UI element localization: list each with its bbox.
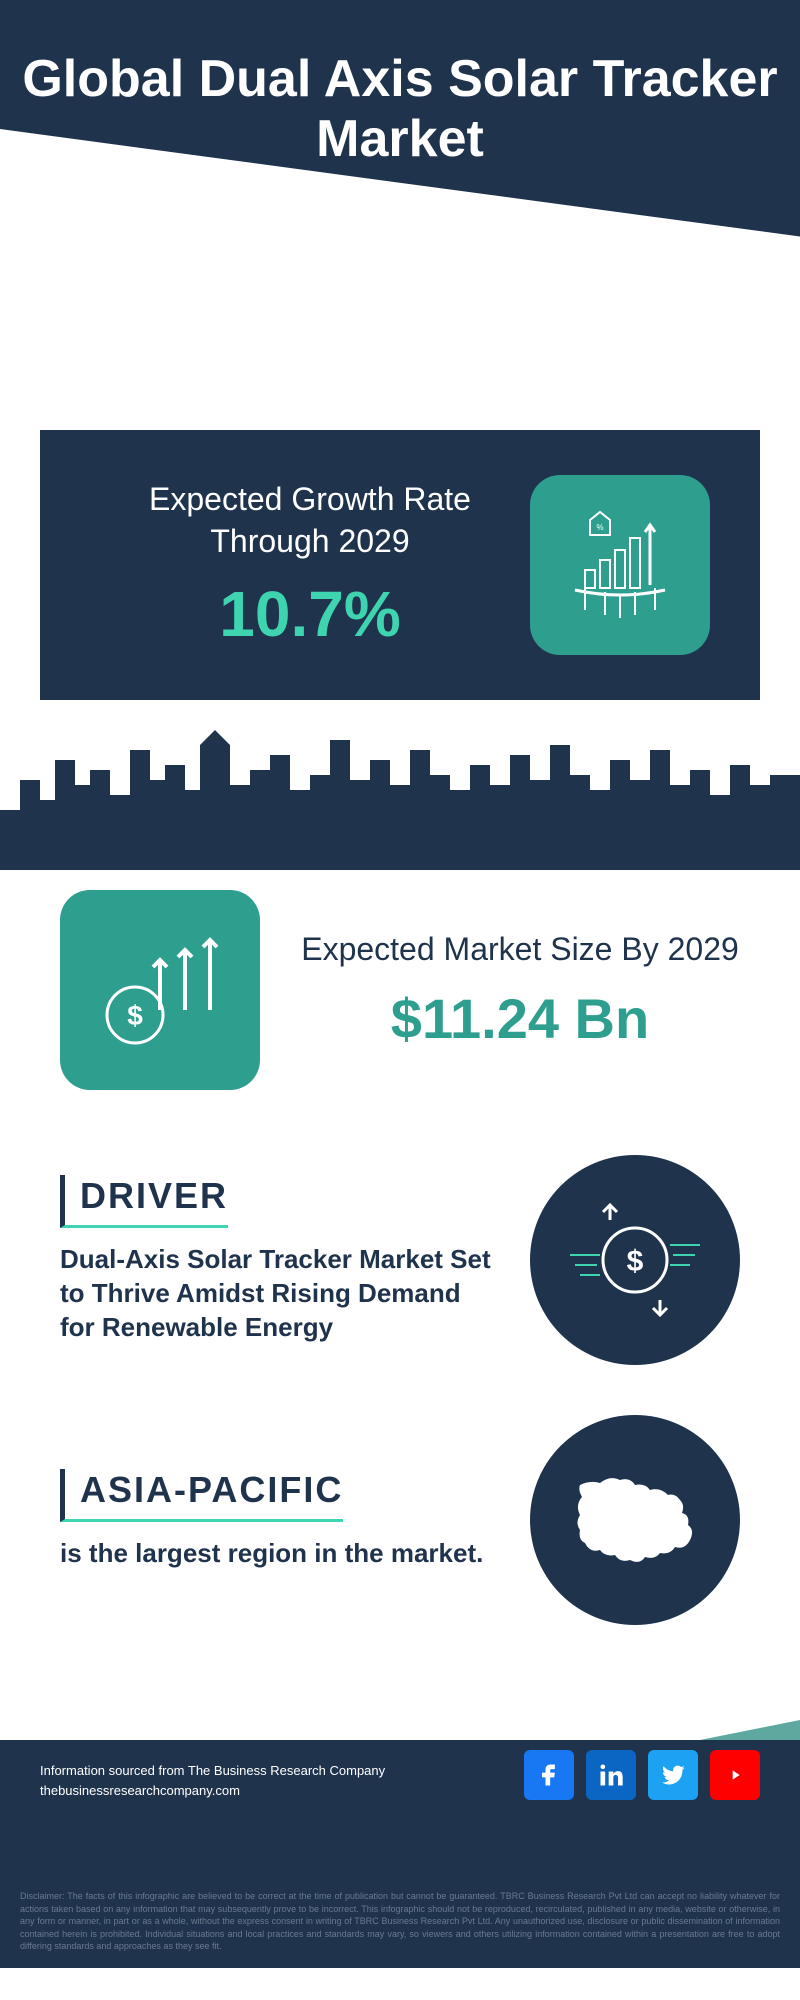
region-section: ASIA-PACIFIC is the largest region in th…	[0, 1390, 800, 1650]
social-icons-row	[524, 1750, 760, 1800]
twitter-icon[interactable]	[648, 1750, 698, 1800]
svg-text:%: %	[596, 523, 603, 532]
facebook-icon[interactable]	[524, 1750, 574, 1800]
linkedin-icon[interactable]	[586, 1750, 636, 1800]
page-title: Global Dual Axis Solar Tracker Market	[0, 50, 800, 170]
market-growth-icon: $	[60, 890, 260, 1090]
growth-chart-icon: %	[530, 475, 710, 655]
driver-heading: DRIVER	[60, 1175, 228, 1228]
header-section: Global Dual Axis Solar Tracker Market	[0, 0, 800, 430]
growth-label: Expected Growth Rate Through 2029	[90, 479, 530, 562]
driver-text-block: DRIVER Dual-Axis Solar Tracker Market Se…	[60, 1175, 500, 1344]
youtube-icon[interactable]	[710, 1750, 760, 1800]
infographic-container: Global Dual Axis Solar Tracker Market Ex…	[0, 0, 800, 1968]
footer-source-line2: thebusinessresearchcompany.com	[40, 1781, 385, 1801]
market-size-card: $ Expected Market Size By 2029 $11.24 Bn	[0, 870, 800, 1130]
globe-icon	[530, 1415, 740, 1625]
market-text-block: Expected Market Size By 2029 $11.24 Bn	[300, 929, 740, 1051]
driver-dollar-icon: $	[530, 1155, 740, 1365]
footer-source-text: Information sourced from The Business Re…	[40, 1761, 385, 1800]
svg-text:$: $	[627, 1245, 644, 1278]
footer-section: Information sourced from The Business Re…	[0, 1680, 800, 1880]
growth-text-block: Expected Growth Rate Through 2029 10.7%	[90, 479, 530, 651]
city-skyline-decoration	[0, 730, 800, 870]
disclaimer-text: Disclaimer: The facts of this infographi…	[0, 1880, 800, 1968]
footer-content: Information sourced from The Business Re…	[40, 1750, 760, 1800]
driver-body: Dual-Axis Solar Tracker Market Set to Th…	[60, 1243, 500, 1344]
footer-source-line1: Information sourced from The Business Re…	[40, 1761, 385, 1781]
region-body: is the largest region in the market.	[60, 1537, 500, 1571]
market-value: $11.24 Bn	[300, 986, 740, 1051]
region-text-block: ASIA-PACIFIC is the largest region in th…	[60, 1469, 500, 1571]
driver-section: DRIVER Dual-Axis Solar Tracker Market Se…	[0, 1130, 800, 1390]
market-label: Expected Market Size By 2029	[300, 929, 740, 971]
growth-rate-card: Expected Growth Rate Through 2029 10.7% …	[40, 430, 760, 700]
svg-text:$: $	[127, 1000, 143, 1031]
growth-value: 10.7%	[90, 577, 530, 651]
region-heading: ASIA-PACIFIC	[60, 1469, 343, 1522]
